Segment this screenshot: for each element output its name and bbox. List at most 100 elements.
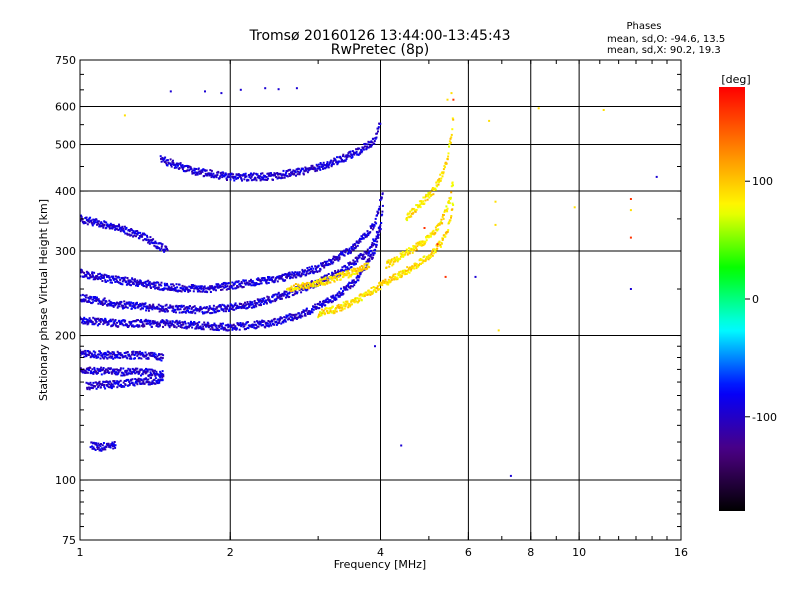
trace-point	[412, 245, 415, 247]
trace-point	[271, 296, 274, 299]
trace-point	[294, 292, 297, 295]
trace-point	[275, 297, 278, 300]
trace-point	[250, 175, 253, 178]
trace-point	[134, 278, 136, 281]
trace-point	[169, 304, 172, 307]
trace-point	[158, 353, 160, 356]
trace-point	[202, 287, 205, 290]
trace-point	[324, 264, 327, 267]
trace-point	[377, 236, 380, 239]
trace-point	[378, 225, 381, 228]
trace-point	[347, 269, 350, 272]
trace-point	[371, 257, 374, 260]
trace-point	[285, 296, 287, 299]
trace-point	[364, 256, 366, 259]
trace-point	[95, 372, 98, 375]
trace-point	[270, 276, 273, 279]
trace-point	[398, 272, 401, 275]
trace-point	[111, 277, 114, 280]
trace-point	[298, 273, 301, 276]
trace-point	[205, 307, 207, 310]
trace-point	[161, 357, 164, 359]
trace-point	[436, 229, 439, 232]
trace-point	[282, 169, 285, 172]
trace-point	[138, 325, 141, 328]
trace-point	[271, 280, 274, 283]
trace-point	[166, 322, 169, 325]
trace-point	[324, 260, 327, 263]
trace-point	[98, 380, 101, 383]
trace-point	[293, 172, 296, 175]
trace-point	[198, 287, 201, 290]
trace-point	[346, 266, 349, 269]
trace-point	[100, 449, 103, 452]
trace-point	[214, 286, 217, 289]
trace-point	[291, 276, 294, 279]
trace-point	[184, 322, 187, 325]
trace-point	[406, 269, 409, 272]
trace-point	[142, 353, 145, 356]
trace-point	[97, 356, 100, 359]
trace-point	[243, 306, 246, 309]
trace-point	[315, 280, 318, 283]
trace-point	[346, 154, 349, 157]
trace-point	[103, 321, 106, 324]
trace-point	[328, 310, 331, 313]
trace-point	[140, 374, 142, 377]
trace-point	[184, 307, 187, 310]
trace-point	[127, 325, 130, 328]
trace-point	[113, 322, 116, 325]
trace-point	[381, 284, 384, 287]
trace-point	[276, 280, 279, 283]
trace-point	[247, 179, 250, 182]
trace-point	[344, 305, 347, 308]
trace-point	[201, 323, 204, 326]
trace-point	[308, 282, 311, 284]
trace-point	[436, 185, 439, 188]
trace-point	[337, 269, 340, 272]
trace-point	[447, 200, 450, 203]
chart-subtitle: RwPretec (8p)	[331, 42, 429, 58]
trace-point	[102, 367, 105, 369]
trace-point	[311, 285, 314, 288]
trace-point	[98, 223, 101, 226]
trace-point	[256, 173, 259, 176]
trace-point	[244, 304, 247, 307]
trace-point	[87, 367, 90, 370]
trace-point	[101, 276, 103, 279]
trace-point	[386, 261, 388, 264]
trace-point	[197, 167, 200, 170]
trace-point	[431, 250, 434, 253]
trace-point	[164, 324, 167, 327]
trace-point	[268, 276, 271, 279]
trace-point	[111, 281, 113, 284]
trace-point	[219, 305, 222, 308]
trace-point	[248, 304, 251, 307]
trace-point	[443, 234, 446, 237]
trace-point	[83, 275, 86, 278]
trace-point	[318, 314, 321, 317]
trace-point	[447, 229, 450, 231]
trace-point	[234, 326, 237, 329]
trace-point	[130, 322, 133, 324]
trace-point	[139, 308, 142, 311]
trace-point	[392, 260, 395, 263]
trace-point	[335, 298, 338, 301]
trace-point	[266, 179, 269, 181]
trace-point	[183, 326, 186, 329]
trace-point	[92, 371, 95, 373]
trace-point	[178, 311, 181, 314]
trace-point	[286, 294, 289, 297]
trace-point	[284, 293, 287, 296]
trace-point	[190, 320, 192, 323]
trace-point	[176, 286, 179, 289]
trace-point	[283, 291, 286, 294]
trace-point	[154, 281, 157, 284]
trace-point	[277, 296, 279, 299]
trace-point	[175, 319, 178, 322]
legend-line-o: mean, sd,O: -94.6, 13.5	[607, 34, 725, 45]
trace-point	[275, 323, 278, 326]
trace-point	[101, 319, 104, 322]
trace-point	[280, 297, 283, 300]
trace-point	[234, 302, 237, 305]
